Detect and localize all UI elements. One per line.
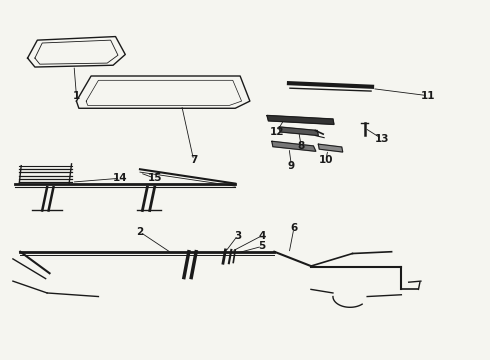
- Text: 12: 12: [270, 127, 284, 136]
- Text: 6: 6: [290, 224, 297, 233]
- Text: 13: 13: [374, 134, 389, 144]
- Text: 5: 5: [259, 241, 266, 251]
- Polygon shape: [318, 144, 343, 152]
- Text: 10: 10: [318, 155, 333, 165]
- Text: 3: 3: [234, 231, 241, 240]
- Text: 7: 7: [190, 155, 197, 165]
- Polygon shape: [272, 141, 316, 151]
- Polygon shape: [267, 116, 334, 125]
- Text: 4: 4: [258, 231, 266, 240]
- Text: 11: 11: [421, 91, 436, 101]
- Text: 9: 9: [288, 161, 295, 171]
- Text: 1: 1: [73, 91, 80, 101]
- Polygon shape: [279, 127, 318, 135]
- Text: 14: 14: [113, 173, 128, 183]
- Text: 15: 15: [147, 173, 162, 183]
- Text: 8: 8: [297, 141, 305, 151]
- Text: 2: 2: [136, 227, 144, 237]
